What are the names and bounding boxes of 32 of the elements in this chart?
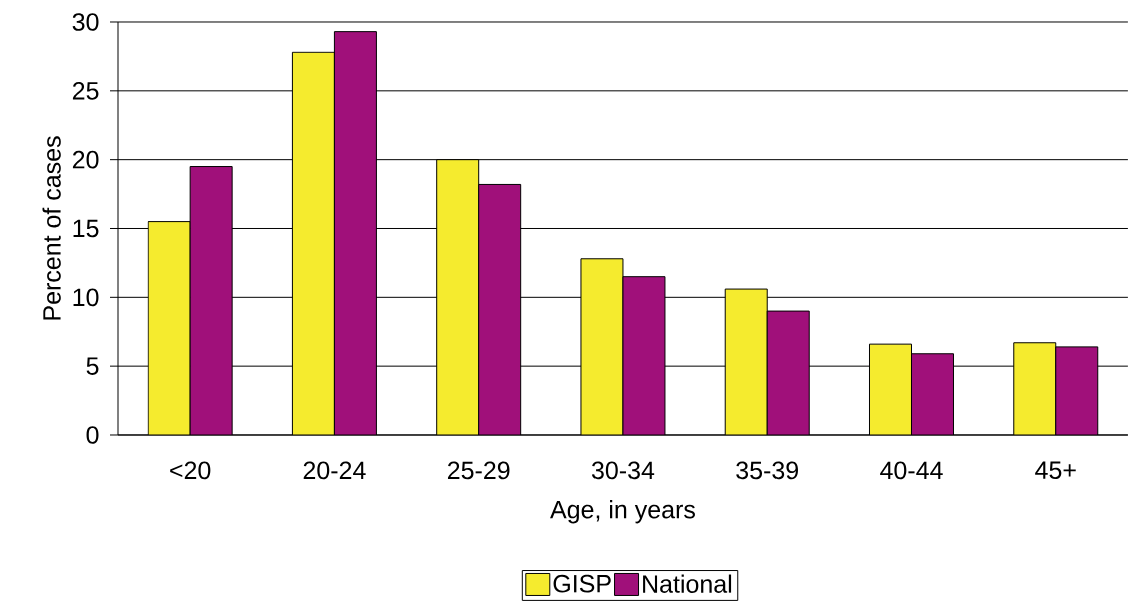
bar: [766, 310, 810, 435]
x-axis-title: Age, in years: [550, 500, 695, 524]
bar: [724, 288, 768, 435]
y-tick-label: 25: [72, 81, 99, 100]
bar: [622, 276, 666, 435]
x-tick-label: 35-39: [736, 461, 798, 480]
y-tick-label: 30: [72, 13, 99, 31]
bar: [147, 221, 191, 435]
bar: [911, 353, 954, 435]
bar: [291, 51, 335, 435]
y-tick-label: 5: [86, 357, 99, 375]
bar: [478, 183, 522, 435]
y-axis-title: Percent of cases: [42, 136, 61, 320]
bar: [869, 343, 912, 435]
x-tick-label: 30-34: [591, 461, 655, 480]
y-tick-label: 10: [73, 288, 99, 307]
bar: [333, 31, 377, 435]
x-tick-label: <20: [170, 461, 211, 480]
bar: [580, 258, 624, 435]
x-tick-label: 25-29: [447, 461, 510, 480]
x-tick-label: 45+: [1035, 461, 1076, 479]
y-tick-label: 20: [72, 150, 99, 169]
y-tick-label: 0: [86, 426, 99, 444]
x-tick-label: 20-24: [303, 461, 366, 480]
bar: [1055, 346, 1099, 435]
legend-label: GISP: [553, 574, 611, 593]
bar: [1013, 342, 1057, 435]
y-tick-label: 15: [73, 219, 99, 238]
bar: [436, 159, 480, 435]
x-tick-label: 40-44: [880, 461, 943, 480]
bar: [189, 166, 233, 435]
legend-label: National: [643, 574, 732, 593]
